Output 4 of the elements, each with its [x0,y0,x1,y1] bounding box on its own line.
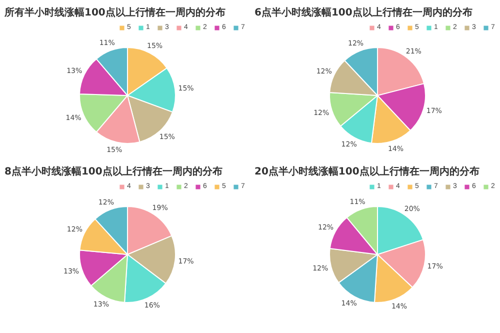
chart-title: 20点半小时线涨幅100点以上行情在一周内的分布 [254,166,480,178]
chart-title: 6点半小时线涨幅100点以上行情在一周内的分布 [254,6,472,18]
chart-title: 8点半小时线涨幅100点以上行情在一周内的分布 [4,166,222,178]
chart-title: 所有半小时线涨幅100点以上行情在一周内的分布 [4,6,226,18]
